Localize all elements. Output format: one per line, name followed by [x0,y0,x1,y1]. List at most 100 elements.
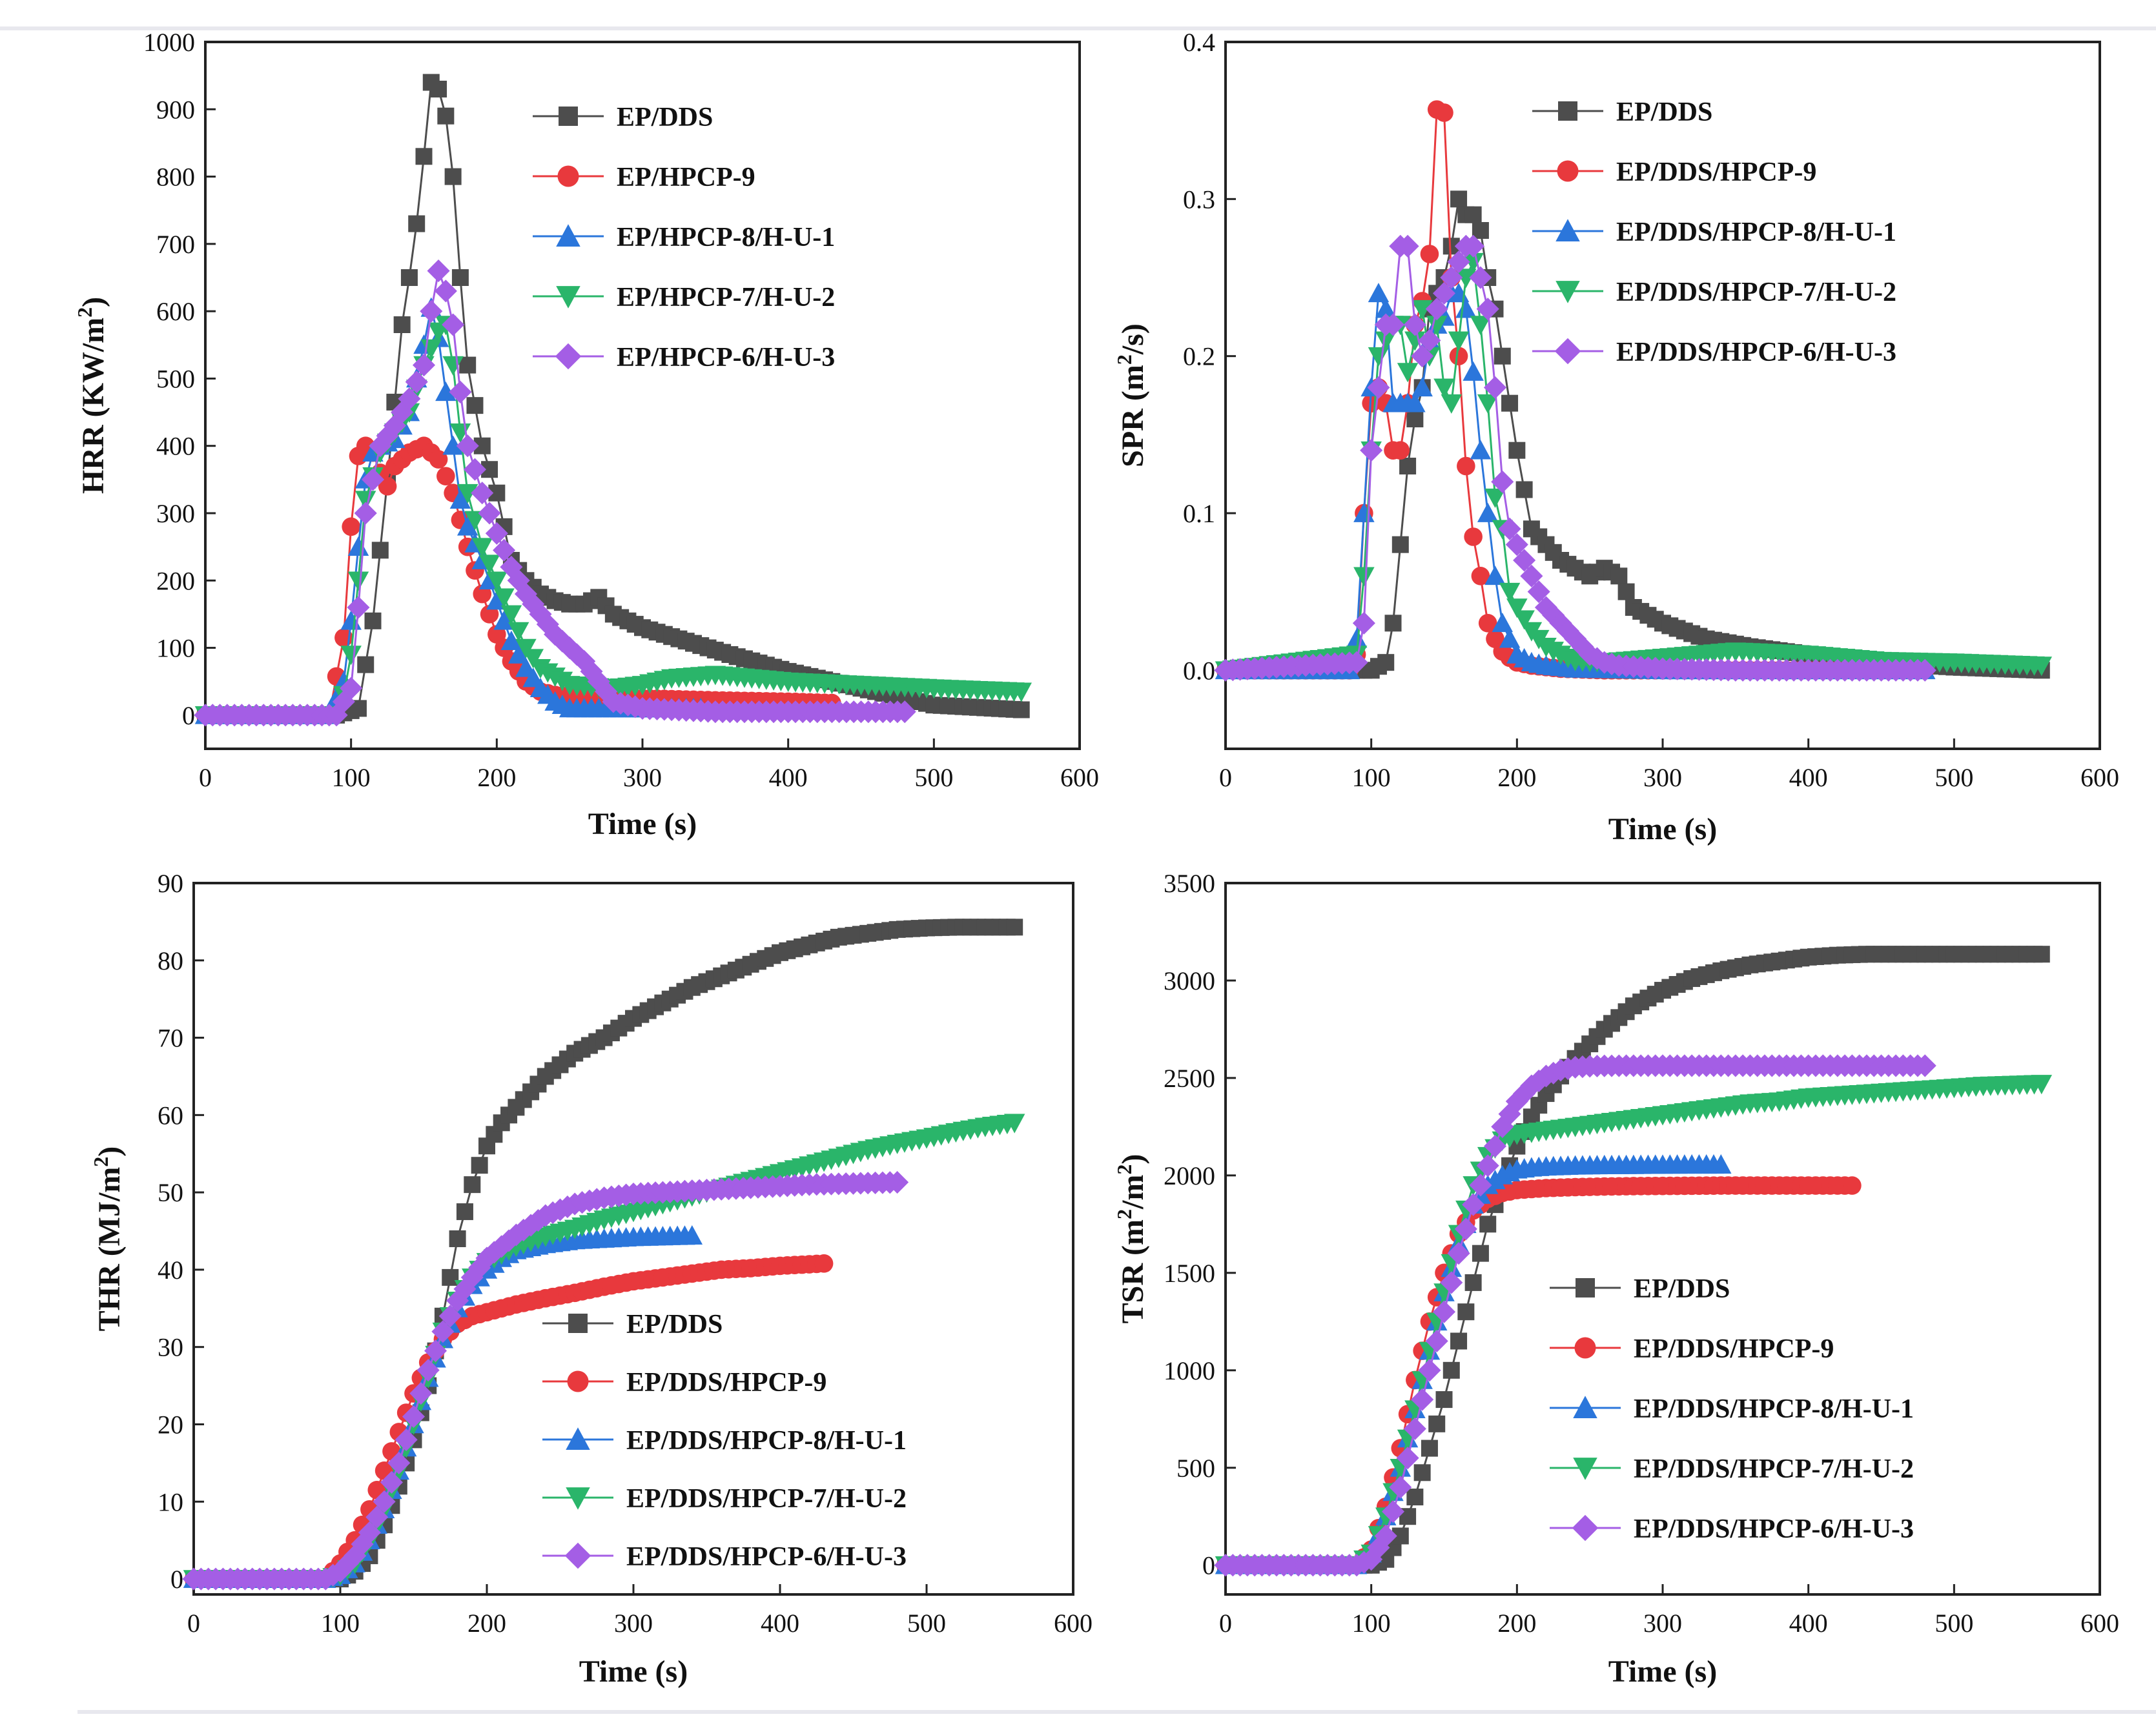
legend-entry: EP/DDS [542,1310,723,1339]
data-point [1499,628,1521,648]
y-tick-label: 1000 [143,28,195,57]
data-point [1389,1476,1412,1499]
data-point [1447,1242,1470,1265]
data-point [329,1560,352,1583]
data-point [1367,1536,1390,1560]
data-point [1498,517,1521,540]
legend-entry: EP/DDS/HPCP-9 [1532,158,1816,187]
data-point [1464,527,1483,546]
y-tick-label: 200 [156,566,195,595]
data-point [408,215,426,232]
data-point [1432,1300,1456,1323]
legend-label: EP/DDS/HPCP-8/H-U-1 [1616,218,1896,247]
series-1 [184,1254,834,1589]
legend-entry: EP/DDS/HPCP-8/H-U-1 [542,1426,907,1456]
data-point [1399,458,1417,474]
y-tick-label: 50 [158,1178,183,1207]
data-point [893,700,916,724]
data-point [435,382,457,402]
data-point [1426,316,1448,336]
y-axis-label: SPR (m2/s) [1113,323,1150,467]
data-point [456,434,479,458]
legend-entry: EP/DDS/HPCP-6/H-U-3 [1532,338,1896,367]
data-point [1406,411,1424,427]
data-point [493,538,516,562]
legend-marker [1554,338,1581,365]
legend-marker [1558,101,1577,121]
legend-label: EP/HPCP-7/H-U-2 [617,283,835,312]
data-point [1412,377,1433,397]
legend-marker [559,107,578,126]
data-point [886,1171,909,1194]
data-point [1464,206,1482,223]
chart-panel-tsr: 0 100 200 300 400 500 600 0 500 1000 1500 2000 2500 3… [1113,869,2119,1689]
x-tick-label: 0 [187,1609,200,1638]
y-tick-label: 500 [1176,1454,1215,1483]
data-point [1449,347,1468,365]
data-point [415,148,433,165]
data-point [1463,252,1484,272]
data-point [459,356,477,374]
data-point [1520,1074,1543,1097]
data-point [395,1428,418,1451]
data-point [1012,701,1030,718]
x-tick-label: 200 [477,763,516,792]
series-4 [194,260,916,727]
data-point [351,1532,374,1556]
data-point [1003,1114,1025,1134]
chart-panel-spr: 0 100 200 300 400 500 600 0.0 0.1 0.2 0.3 0.4 Time (… [1113,28,2119,846]
data-point [1469,1174,1492,1197]
data-point [371,542,389,559]
y-tick-label: 900 [156,95,195,124]
data-point [1472,1245,1489,1262]
data-point [508,622,529,642]
data-point [383,414,406,437]
data-point [1006,919,1023,936]
data-point [344,1544,367,1567]
data-point [1462,1193,1485,1216]
legend-entry: EP/DDS/HPCP-8/H-U-1 [1532,218,1896,247]
data-point [1433,378,1455,398]
data-point [1425,298,1448,321]
y-tick-label: 0.3 [1183,185,1215,214]
data-point [457,516,478,536]
data-point [1420,245,1439,263]
data-point [486,590,508,610]
legend-label: EP/DDS/HPCP-7/H-U-2 [626,1484,907,1514]
data-point [1440,266,1463,289]
data-point [354,491,376,511]
legend-label: EP/HPCP-6/H-U-3 [617,343,835,372]
chart-panel-thr: 0 100 200 300 400 500 600 0 10 20 30 40 50 60 70 80 90 Ti… [89,869,1093,1689]
x-tick-label: 200 [1497,1609,1536,1638]
data-point [508,644,529,664]
data-point [1479,1216,1497,1233]
data-point [1505,1090,1528,1113]
legend-label: EP/DDS [1634,1274,1730,1304]
data-point [347,596,370,619]
data-point [1520,564,1543,587]
y-tick-label: 0 [182,701,195,730]
x-tick-label: 400 [1789,763,1828,792]
data-point [451,269,469,286]
data-point [442,435,464,455]
series-3 [1215,252,2052,681]
data-point [1610,567,1628,585]
legend-marker [1576,1278,1595,1298]
legend-entry: EP/DDS/HPCP-6/H-U-3 [1550,1514,1914,1544]
data-point [1404,331,1426,351]
data-point [1483,376,1507,399]
legend-label: EP/HPCP-8/H-U-1 [617,223,835,252]
data-point [1412,300,1433,320]
data-point [478,502,501,525]
y-tick-label: 2000 [1164,1161,1215,1190]
data-point [1425,1329,1448,1353]
series-line [1225,245,1925,671]
data-point [1484,488,1506,508]
y-tick-label: 3500 [1164,869,1215,898]
data-point [1411,1388,1434,1411]
x-tick-label: 600 [1054,1609,1093,1638]
data-point [449,489,471,509]
data-point [361,468,385,491]
data-point [427,260,450,283]
x-tick-label: 300 [1643,1609,1682,1638]
